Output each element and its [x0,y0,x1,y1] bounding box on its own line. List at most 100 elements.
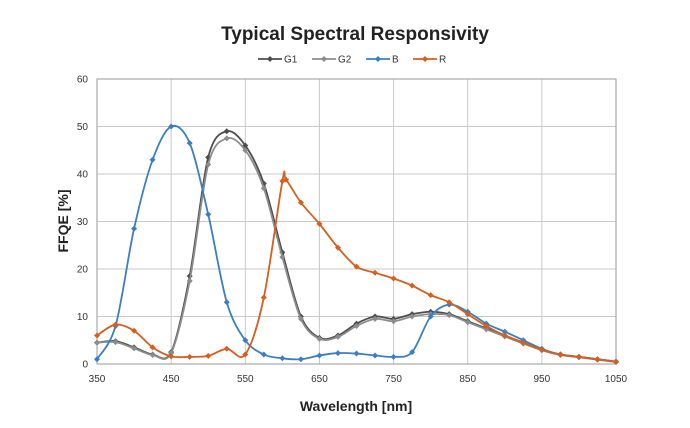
series-r-point [464,311,471,318]
series-b-point [501,328,508,335]
series-b-point [372,352,379,359]
x-tick-labels: 350 450 550 650 750 850 950 1050 [89,374,628,385]
series-g2-point [446,312,453,319]
series-b-point [279,355,286,362]
legend-label-g1: G1 [284,55,298,66]
series-r-point [594,356,601,363]
legend-label-g2: G2 [338,55,352,66]
x-tick-label: 750 [385,374,402,385]
legend-marker-g1 [267,56,273,62]
series-r-point [316,220,323,227]
legend: G1 G2 B R [258,55,446,66]
x-tick-label: 1050 [605,374,628,385]
series-g2-point [131,345,138,352]
series-group [94,123,619,366]
series-g2-point [94,339,100,346]
series-r-point [260,294,267,301]
series-g2-point [464,319,471,326]
series-b-point [390,353,397,360]
series-g2-point [149,351,156,358]
series-r-point [297,199,304,206]
legend-item-g1: G1 [258,55,298,66]
series-r-point [283,176,290,183]
series-g2-point [112,339,119,346]
series-r-point [372,269,379,276]
x-tick-label: 350 [89,374,106,385]
x-tick-label: 550 [237,374,254,385]
series-b-point [260,351,267,358]
legend-marker-b [375,56,381,62]
series-g2-point [279,254,286,261]
series-b-point [131,225,138,232]
series-r-point [446,299,453,306]
series-r-point [353,263,360,270]
series-r-point [112,321,119,328]
series-g2-point [297,315,304,322]
series-r-point [186,353,193,360]
y-tick-label: 30 [77,217,89,228]
series-r-point [520,339,527,346]
y-tick-label: 0 [82,360,88,371]
x-tick-label: 650 [311,374,328,385]
series-r-point [168,353,175,360]
series-b-point [353,350,360,357]
series-r [94,170,619,365]
legend-label-r: R [439,55,446,66]
series-g2-point [168,350,175,357]
series-g2-point [260,185,267,192]
series-r-point [390,275,397,282]
series-r-point [223,345,230,352]
series-b-point [223,299,230,306]
x-tick-label: 850 [459,374,476,385]
legend-item-g2: G2 [312,55,352,66]
series-r-point [409,282,416,289]
legend-label-b: B [392,55,399,66]
series-g2-point [316,335,323,342]
x-tick-label: 950 [534,374,551,385]
plot-frame [96,78,617,365]
series-r-point [94,332,100,339]
chart-title: Typical Spectral Responsivity [221,24,489,45]
series-b-point [242,337,249,344]
series-g2-point [205,161,212,168]
series-r-point [205,352,212,359]
series-r-point [427,292,434,299]
y-tick-labels: 0 10 20 30 40 50 60 [77,75,89,371]
legend-item-r: R [413,55,446,66]
legend-marker-g2 [321,56,327,62]
series-b-point [186,140,193,147]
series-g2 [94,135,619,366]
series-r-point [483,323,490,329]
series-g2-point [334,333,341,340]
series-b-point [297,356,304,363]
legend-marker-r [422,56,428,62]
x-axis-label: Wavelength [nm] [300,398,412,414]
series-b-line [96,124,617,363]
series-b-point [168,123,175,130]
series-r-point [149,344,156,351]
series-b-point [205,211,212,218]
series-g2-point [390,318,397,325]
series-r-point [242,351,249,358]
series-g2-point [372,315,379,322]
series-g2-point [186,277,193,284]
series-g2-point [409,313,416,320]
series-b-point [334,350,341,357]
series-r-point [557,351,564,358]
series-r-point [501,332,508,339]
y-tick-label: 10 [77,312,89,323]
series-b-point [316,352,323,359]
series-g2-point [242,147,249,154]
series-g2-point [353,323,360,329]
series-r-point [613,358,619,365]
y-tick-label: 60 [77,75,89,86]
x-tick-label: 450 [163,374,180,385]
legend-item-b: B [366,55,399,66]
series-g2-point [223,135,230,142]
y-tick-label: 40 [77,170,89,181]
y-axis-label: FFQE [%] [55,190,71,253]
series-b-point [427,313,434,320]
series-r-point [131,327,138,334]
series-b-point [149,156,156,163]
